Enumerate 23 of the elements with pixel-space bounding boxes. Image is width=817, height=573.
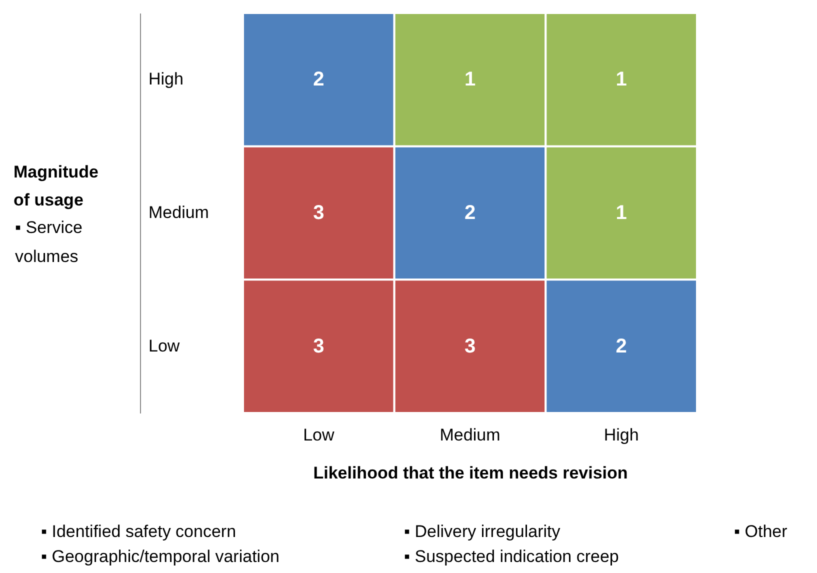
text: ▪ Identified safety concern: [41, 522, 236, 541]
y-tick-label: Medium: [148, 203, 209, 222]
text: ▪ Geographic/temporal variation: [41, 547, 280, 566]
y-axis-title: Magnitude of usage: [14, 162, 98, 210]
data-label: 2: [616, 335, 627, 358]
data-label: 1: [464, 68, 476, 91]
data-label: 3: [313, 202, 324, 224]
data-label: 3: [313, 335, 324, 358]
y-tick-label: High: [148, 70, 184, 89]
text: ▪ Delivery irregularity: [404, 522, 561, 541]
x-tick-label: Medium: [440, 426, 500, 444]
data-label: 1: [616, 202, 627, 224]
text: ▪ Suspected indication creep: [404, 547, 619, 566]
y-tick-label: Low: [148, 336, 180, 356]
x-axis-title: Likelihood that the item needs revision: [313, 464, 628, 482]
text: ▪ Service volumes: [15, 218, 82, 266]
text: ▪ Other: [734, 522, 788, 541]
data-label: 3: [464, 335, 476, 358]
data-label: 1: [616, 68, 627, 91]
x-tick-label: Low: [303, 426, 335, 444]
data-label: 2: [464, 202, 476, 224]
data-label: 2: [313, 68, 324, 91]
x-tick-label: High: [604, 426, 639, 444]
